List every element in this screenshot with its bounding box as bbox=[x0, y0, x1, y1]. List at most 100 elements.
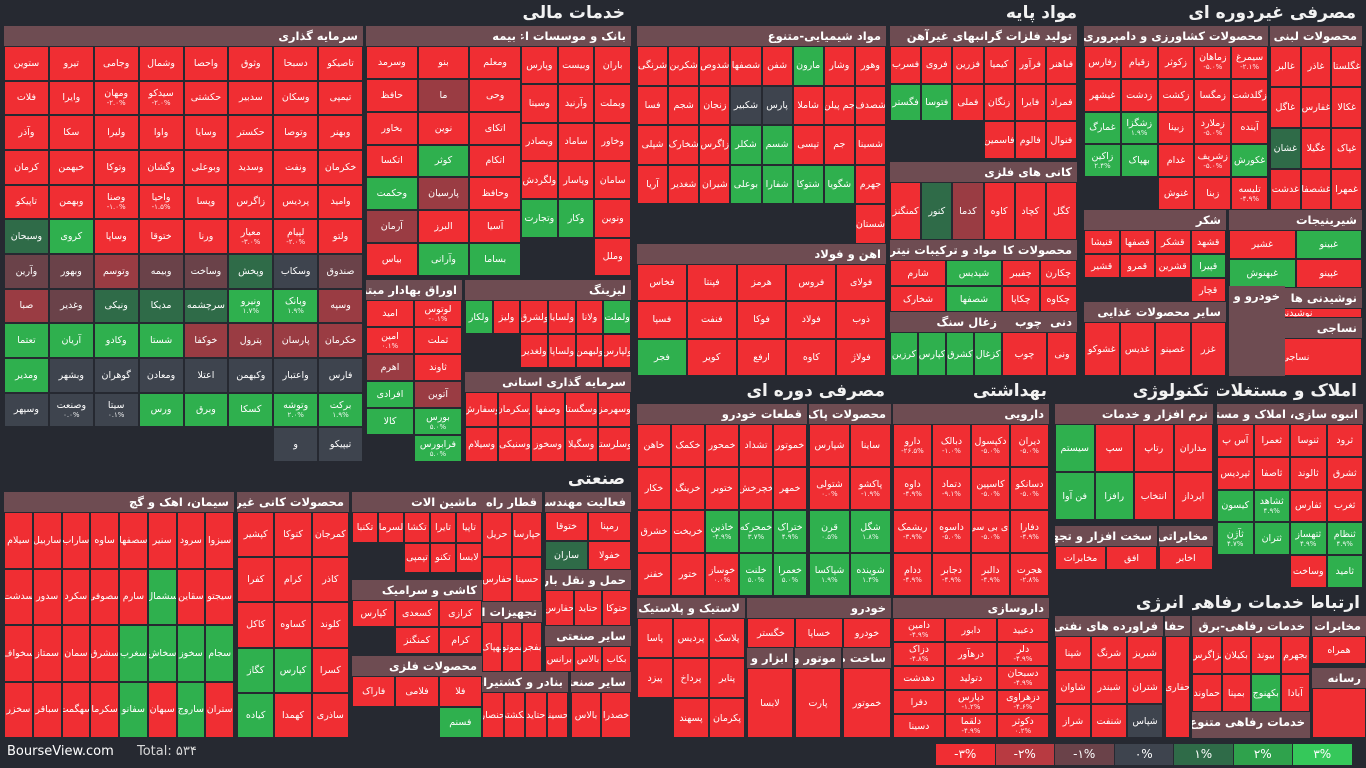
industry-title[interactable]: ماشین الات bbox=[352, 492, 482, 512]
stock-cell[interactable]: وثوق bbox=[228, 46, 274, 81]
stock-cell[interactable]: وآذر bbox=[4, 115, 49, 150]
stock-cell[interactable]: اعتلا bbox=[183, 358, 229, 393]
stock-cell[interactable]: ریشمک -۳.۹% bbox=[893, 510, 932, 553]
stock-cell[interactable]: ونیکی bbox=[93, 288, 139, 324]
stock-cell[interactable]: وتوشه ۲.۰% bbox=[273, 392, 319, 428]
stock-cell[interactable]: دیران -۵.۰% bbox=[1010, 424, 1049, 467]
stock-cell[interactable]: خمحرکه ۳.۷% bbox=[739, 510, 773, 553]
stock-cell[interactable]: شفارا bbox=[761, 164, 793, 205]
stock-cell[interactable]: ولسایا bbox=[548, 300, 576, 334]
stock-cell[interactable]: واوا bbox=[138, 115, 184, 150]
stock-cell[interactable]: زکوثر bbox=[1157, 46, 1195, 79]
stock-cell[interactable]: زگلدشت bbox=[1231, 78, 1268, 112]
stock-cell[interactable]: ثامید bbox=[1326, 555, 1363, 588]
stock-cell[interactable]: دالبر -۴.۹% bbox=[971, 553, 1010, 596]
stock-cell[interactable]: شپاس bbox=[1127, 704, 1163, 738]
stock-cell[interactable]: دهدشت bbox=[893, 666, 945, 690]
stock-cell[interactable]: شفن bbox=[761, 46, 793, 86]
stock-cell[interactable]: خکرمان bbox=[318, 323, 363, 358]
industry-title[interactable]: کانی های فلزی bbox=[890, 162, 1077, 182]
stock-cell[interactable]: فرآور bbox=[1014, 46, 1046, 84]
stock-cell[interactable]: فجر bbox=[637, 338, 687, 376]
stock-cell[interactable]: خمهر bbox=[773, 467, 807, 510]
stock-cell[interactable]: خموتور bbox=[773, 424, 807, 467]
stock-cell[interactable]: غزر bbox=[1190, 322, 1226, 376]
stock-cell[interactable]: ساران bbox=[545, 541, 588, 570]
stock-cell[interactable]: ثنظام ۴.۹% bbox=[1326, 522, 1363, 556]
stock-cell[interactable]: قمرو bbox=[1119, 254, 1155, 278]
brand-link[interactable]: BourseView.com bbox=[7, 744, 114, 759]
stock-cell[interactable]: غمارگ bbox=[1084, 111, 1121, 145]
stock-cell[interactable]: آس پ bbox=[1217, 424, 1254, 457]
stock-cell[interactable]: کسرا bbox=[311, 647, 349, 693]
stock-cell[interactable]: غنوش bbox=[1157, 177, 1195, 210]
stock-cell[interactable]: ساراب bbox=[61, 512, 91, 569]
stock-cell[interactable]: جهرم bbox=[854, 164, 886, 205]
industry-title[interactable]: داروسازی bbox=[893, 598, 1049, 618]
stock-cell[interactable]: شگل ۱.۸% bbox=[850, 510, 891, 553]
stock-cell[interactable]: کوثر bbox=[417, 144, 470, 178]
stock-cell[interactable]: تایرا bbox=[430, 512, 456, 543]
stock-cell[interactable]: فسرب bbox=[890, 46, 922, 84]
stock-cell[interactable]: وملل bbox=[594, 237, 631, 276]
stock-cell[interactable]: زدشت bbox=[1120, 78, 1158, 112]
stock-cell[interactable]: پاسا bbox=[637, 618, 673, 658]
stock-cell[interactable]: بکاب bbox=[602, 646, 631, 672]
stock-cell[interactable]: ساوه bbox=[90, 512, 119, 569]
stock-cell[interactable]: واحیا -۱.۵% bbox=[138, 184, 184, 220]
stock-cell[interactable]: شرنگی bbox=[637, 46, 669, 86]
stock-cell[interactable]: پارسان bbox=[273, 323, 319, 358]
stock-cell[interactable]: وشمال bbox=[138, 46, 184, 81]
stock-cell[interactable]: وپاسار bbox=[557, 161, 595, 200]
stock-cell[interactable]: بجهرم bbox=[1280, 636, 1310, 674]
stock-cell[interactable]: حتاید bbox=[573, 590, 603, 626]
stock-cell[interactable]: وپخش bbox=[228, 254, 274, 289]
stock-cell[interactable]: ذوب bbox=[836, 301, 886, 339]
stock-cell[interactable]: سیلام bbox=[4, 512, 33, 569]
stock-cell[interactable]: غدیس bbox=[1119, 322, 1155, 376]
stock-cell[interactable]: حریل bbox=[482, 512, 512, 557]
stock-cell[interactable]: حپارسا bbox=[512, 512, 542, 557]
stock-cell[interactable]: شجم bbox=[668, 85, 700, 126]
stock-cell[interactable]: شکلر bbox=[730, 125, 762, 165]
stock-cell[interactable]: پترول bbox=[228, 323, 274, 358]
stock-cell[interactable]: کنور bbox=[921, 182, 953, 240]
industry-title[interactable]: لاستیک و پلاستیک bbox=[637, 598, 745, 618]
stock-cell[interactable]: تکشا bbox=[404, 512, 430, 543]
industry-title[interactable]: خودرو و موتوری bbox=[1229, 286, 1285, 306]
stock-cell[interactable]: بزاگرس bbox=[1192, 636, 1222, 674]
stock-cell[interactable]: تاپیکو bbox=[4, 184, 49, 220]
stock-cell[interactable]: وکار bbox=[557, 199, 595, 238]
stock-cell[interactable]: فلا bbox=[438, 676, 482, 707]
stock-cell[interactable]: پارت bbox=[795, 668, 841, 738]
stock-cell[interactable]: غشان bbox=[1270, 128, 1301, 169]
stock-cell[interactable]: قشیر bbox=[1084, 254, 1120, 278]
stock-cell[interactable]: فزرین bbox=[952, 46, 984, 84]
stock-cell[interactable]: غیشهر bbox=[1084, 78, 1121, 112]
stock-cell[interactable]: فنفت bbox=[686, 301, 737, 339]
stock-cell[interactable]: حنصار bbox=[482, 692, 504, 738]
stock-cell[interactable]: وبملت bbox=[594, 84, 631, 123]
stock-cell[interactable]: ثملت bbox=[414, 327, 462, 354]
stock-cell[interactable]: کاوه bbox=[786, 338, 837, 376]
industry-title[interactable]: نرم افزار و خدمات bbox=[1055, 404, 1213, 424]
stock-cell[interactable]: اتکسا bbox=[366, 144, 418, 178]
stock-cell[interactable]: بخاور bbox=[366, 111, 418, 145]
stock-cell[interactable]: تیپیکو bbox=[318, 427, 363, 462]
stock-cell[interactable]: ولملت bbox=[603, 300, 631, 334]
stock-cell[interactable]: فروی bbox=[921, 46, 953, 84]
industry-title[interactable]: محصولات کشاورزی و دامپروری bbox=[1084, 26, 1268, 46]
stock-cell[interactable]: شصدف bbox=[854, 85, 886, 126]
stock-cell[interactable]: وبوعلی bbox=[183, 150, 229, 185]
industry-title[interactable]: سخت افزار و تجهیزات bbox=[1055, 526, 1157, 546]
stock-cell[interactable]: ثشاهد ۴.۹% bbox=[1253, 489, 1290, 523]
sector-title[interactable]: مصرفی دوره ای bbox=[746, 381, 885, 401]
industry-title[interactable]: حمل و نقل بار زمینی bbox=[545, 570, 631, 590]
stock-cell[interactable]: ثاصفا bbox=[1253, 456, 1290, 490]
stock-cell[interactable]: ولانا bbox=[575, 300, 604, 334]
stock-cell[interactable]: کمنگنز bbox=[395, 627, 439, 654]
stock-cell[interactable]: سخزر bbox=[4, 681, 33, 738]
stock-cell[interactable]: ستران bbox=[205, 681, 234, 738]
industry-title[interactable]: دارویی bbox=[893, 404, 1049, 424]
stock-cell[interactable]: وساخت bbox=[1290, 555, 1327, 588]
